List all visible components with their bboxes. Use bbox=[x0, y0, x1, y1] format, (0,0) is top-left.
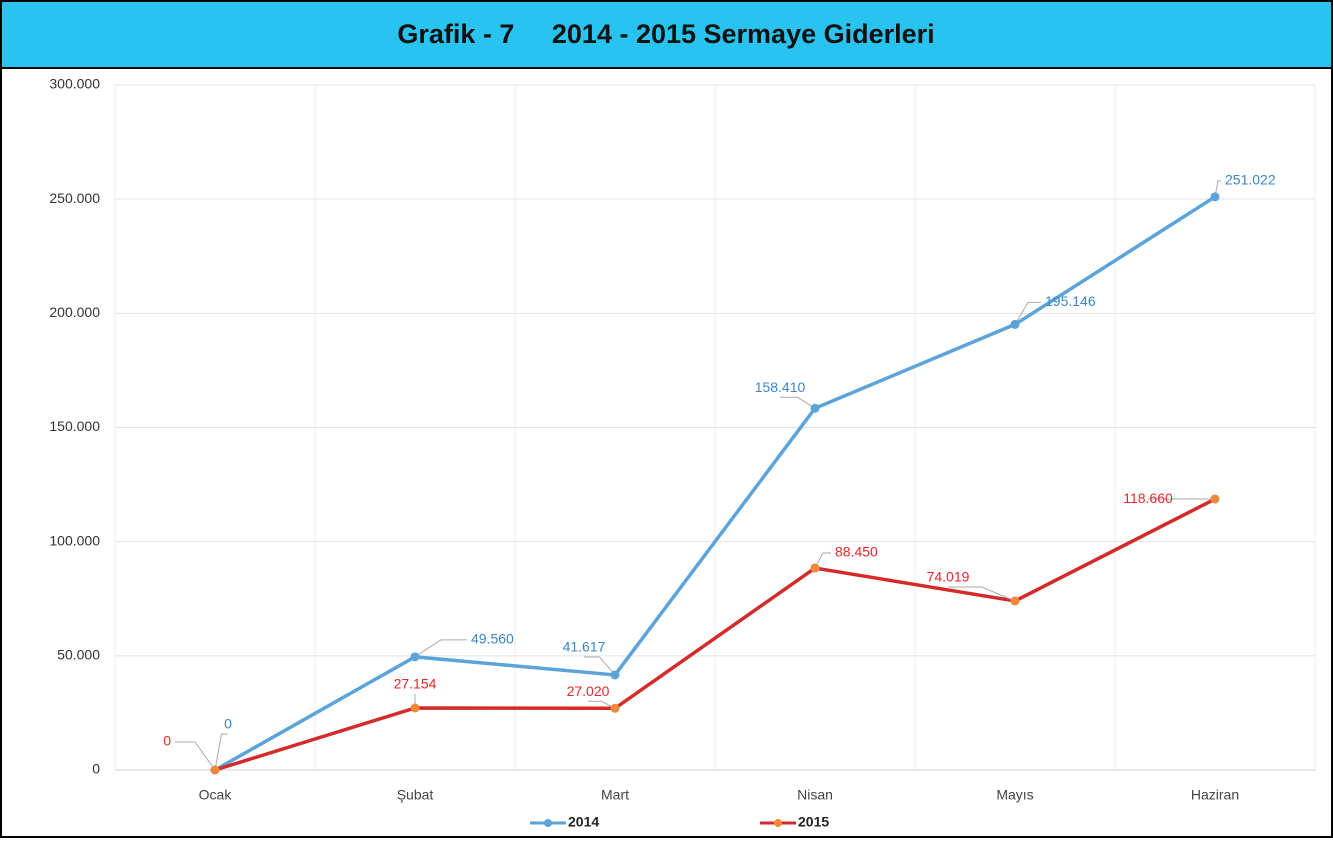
data-label: 195.146 bbox=[1045, 293, 1096, 309]
y-tick-label: 250.000 bbox=[49, 190, 100, 206]
leader-line bbox=[588, 700, 616, 709]
leader-line bbox=[1014, 301, 1041, 325]
leader-line bbox=[814, 552, 831, 569]
marker bbox=[1210, 494, 1220, 504]
leader-line bbox=[1214, 180, 1221, 197]
data-label: 74.019 bbox=[927, 569, 970, 585]
marker bbox=[1210, 192, 1220, 202]
y-tick-label: 200.000 bbox=[49, 304, 100, 320]
series-line bbox=[214, 497, 1216, 772]
series-line bbox=[214, 195, 1216, 772]
data-label: 0 bbox=[224, 716, 232, 732]
marker bbox=[610, 703, 620, 713]
data-label: 118.660 bbox=[1123, 490, 1173, 506]
marker bbox=[1010, 319, 1020, 329]
y-tick-label: 100.000 bbox=[49, 532, 100, 548]
y-tick-label: 0 bbox=[92, 761, 100, 777]
legend-marker bbox=[544, 819, 552, 827]
x-tick-label: Ocak bbox=[199, 787, 233, 803]
marker bbox=[810, 403, 820, 413]
data-label: 41.617 bbox=[563, 639, 606, 655]
leader-line bbox=[414, 639, 467, 658]
x-tick-label: Nisan bbox=[797, 787, 833, 803]
y-tick-label: 300.000 bbox=[49, 76, 100, 92]
y-tick-label: 50.000 bbox=[57, 647, 100, 663]
x-tick-label: Haziran bbox=[1191, 787, 1239, 803]
leader-line bbox=[584, 656, 616, 676]
data-label: 0 bbox=[163, 733, 171, 749]
marker bbox=[810, 563, 820, 573]
legend-label: 2014 bbox=[568, 814, 599, 830]
leader-line bbox=[175, 741, 216, 771]
leader-line bbox=[214, 733, 228, 771]
x-tick-label: Mayıs bbox=[996, 787, 1033, 803]
marker bbox=[210, 765, 220, 775]
leader-line bbox=[948, 586, 1016, 602]
marker bbox=[410, 703, 420, 713]
data-label: 49.560 bbox=[471, 631, 514, 647]
legend-label: 2015 bbox=[798, 814, 829, 830]
data-label: 27.154 bbox=[394, 676, 437, 692]
y-tick-label: 150.000 bbox=[49, 418, 100, 434]
data-label: 27.020 bbox=[567, 683, 610, 699]
data-label: 251.022 bbox=[1225, 172, 1276, 188]
marker bbox=[610, 670, 620, 680]
chart-title: Grafik - 7 2014 - 2015 Sermaye Giderleri bbox=[397, 19, 934, 49]
legend-marker bbox=[774, 819, 782, 827]
x-tick-label: Şubat bbox=[397, 787, 434, 803]
marker bbox=[1010, 596, 1020, 606]
marker bbox=[410, 652, 420, 662]
data-label: 158.410 bbox=[755, 379, 806, 395]
data-label: 88.450 bbox=[835, 544, 878, 560]
title-bar bbox=[0, 0, 1333, 69]
x-tick-label: Mart bbox=[601, 787, 629, 803]
leader-line bbox=[780, 396, 816, 409]
